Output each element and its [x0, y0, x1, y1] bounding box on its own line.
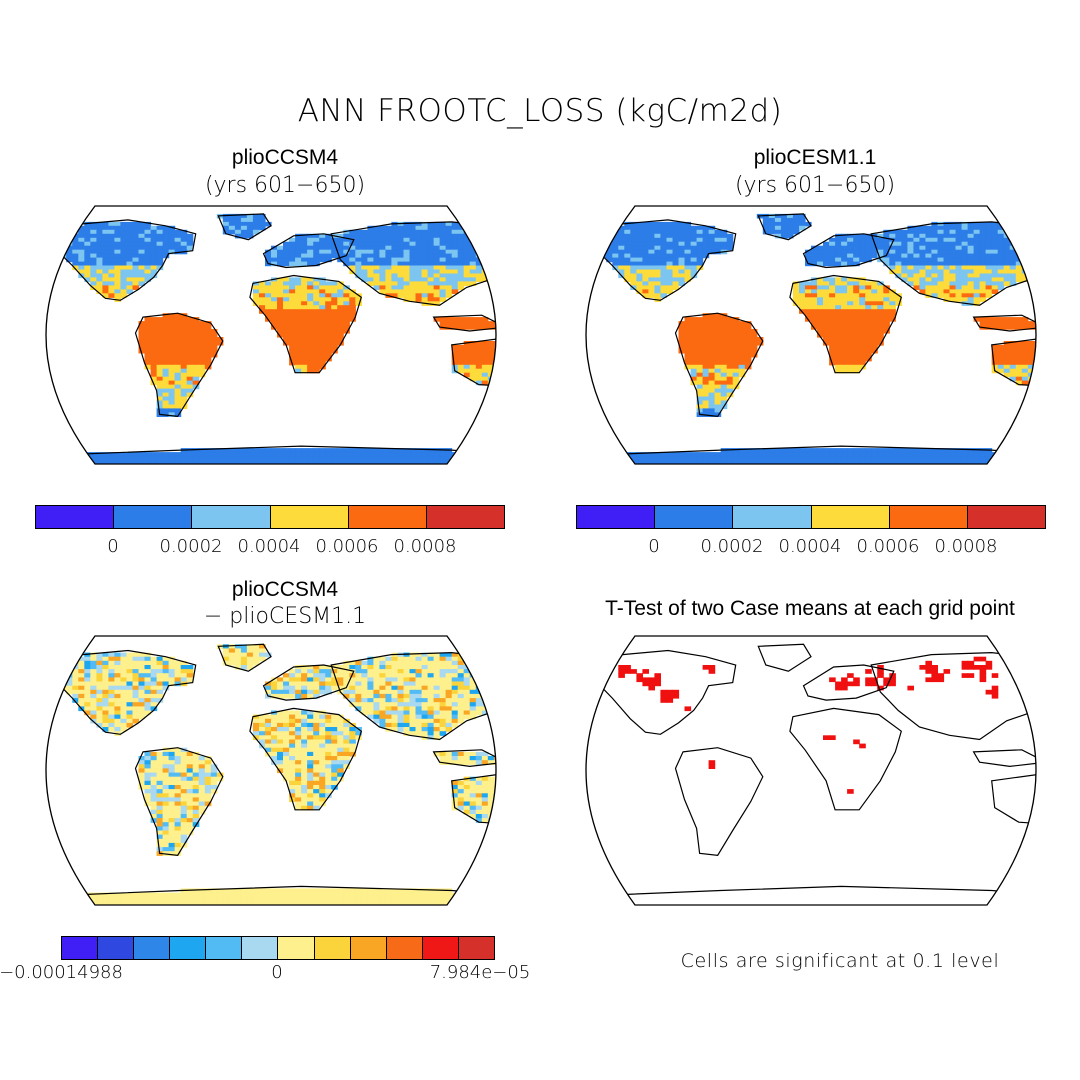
cb1-tick: 0.0006 [315, 536, 379, 557]
panel1-title: plioCCSM4 [231, 146, 339, 169]
colorbar-swatch [270, 506, 349, 528]
colorbar-swatch [458, 937, 494, 959]
coastline-indonesia [432, 314, 496, 332]
colorbar-swatch [170, 937, 207, 959]
panel2-title: plioCESM1.1 [753, 146, 877, 169]
cb2-tick: 0 [648, 536, 660, 557]
coastline-southAmerica [134, 312, 224, 418]
colorbar-swatch [889, 506, 968, 528]
coastline-greenland [217, 643, 272, 672]
coastline-indonesia [432, 749, 496, 768]
cb2-tick: 0.0008 [934, 536, 998, 557]
figure-title: ANN FROOTC_LOSS (kgC/m2d) [297, 93, 783, 129]
colorbar-swatch [278, 937, 315, 959]
colorbar-swatch [114, 506, 193, 528]
colorbar-swatch [422, 937, 459, 959]
coastline-greenland [757, 213, 812, 241]
coastline-northAmerica [586, 649, 737, 735]
coastline-indonesia [972, 314, 1036, 332]
coastline-europe [262, 233, 355, 269]
coastline-australia [451, 338, 496, 388]
colorbar-swatch [967, 506, 1046, 528]
coastline-australia [991, 773, 1036, 825]
colorbar-swatch [134, 937, 171, 959]
cb2-tick: 0.0004 [778, 536, 842, 557]
coastline-africa [249, 274, 362, 374]
panel2-subtitle: (yrs 601−650) [734, 173, 896, 198]
cb1-tick: 0.0008 [393, 536, 457, 557]
cb3-tick-min: −0.00014988 [0, 962, 123, 983]
colorbar-swatch [350, 937, 387, 959]
coastline-europe [802, 664, 895, 701]
map2-boundary [585, 205, 1037, 465]
coastline-europe [262, 664, 355, 701]
colorbar-panel1 [35, 505, 505, 529]
colorbar-swatch [348, 506, 427, 528]
coastline-africa [249, 707, 362, 811]
map3-boundary [45, 635, 497, 906]
colorbar-panel2 [576, 505, 1046, 529]
colorbar-swatch [577, 506, 656, 528]
coastline-australia [991, 338, 1036, 388]
cb1-tick: 0.0004 [237, 536, 301, 557]
map-difference [46, 643, 496, 905]
colorbar-swatch [733, 506, 812, 528]
map-ttest [586, 643, 1036, 905]
coastline-greenland [217, 213, 272, 241]
coastline-indonesia [972, 749, 1036, 768]
cb3-tick-zero: 0 [271, 962, 283, 983]
coastline-northAmerica [46, 219, 197, 301]
coastline-africa [789, 707, 902, 811]
coastline-northAmerica [46, 649, 197, 735]
colorbar-swatch [811, 506, 890, 528]
map-plioCCSM4 [46, 213, 496, 464]
cb2-tick: 0.0006 [856, 536, 920, 557]
map4-boundary [585, 635, 1037, 906]
coastline-europe [802, 233, 895, 269]
panel1-subtitle: (yrs 601−650) [204, 173, 366, 198]
significance-note: Cells are significant at 0.1 level [680, 950, 1000, 972]
coastline-southAmerica [134, 747, 224, 856]
colorbar-swatch [206, 937, 243, 959]
colorbar-swatch [36, 506, 115, 528]
cb1-tick: 0.0002 [159, 536, 223, 557]
cb3-tick-max: 7.984e−05 [429, 962, 531, 983]
colorbar-swatch [426, 506, 505, 528]
panel3-subtitle: − plioCESM1.1 [203, 604, 367, 629]
colorbar-swatch [655, 506, 734, 528]
panel4-title: T-Test of two Case means at each grid po… [605, 597, 1015, 620]
colorbar-swatch [242, 937, 279, 959]
coastline-northAmerica [586, 219, 737, 301]
coastline-southAmerica [674, 747, 764, 856]
map-plioCESM1 [586, 213, 1036, 464]
colorbar-swatch [98, 937, 135, 959]
coastline-greenland [757, 643, 812, 672]
colorbar-swatch [314, 937, 351, 959]
cb1-tick: 0 [107, 536, 119, 557]
colorbar-difference [61, 936, 495, 960]
colorbar-swatch [62, 937, 99, 959]
colorbar-swatch [386, 937, 423, 959]
coastline-africa [789, 274, 902, 374]
panel3-title: plioCCSM4 [231, 578, 339, 601]
cb2-tick: 0.0002 [700, 536, 764, 557]
map1-boundary [45, 205, 497, 465]
coastline-southAmerica [674, 312, 764, 418]
colorbar-swatch [192, 506, 271, 528]
coastline-australia [451, 773, 496, 825]
